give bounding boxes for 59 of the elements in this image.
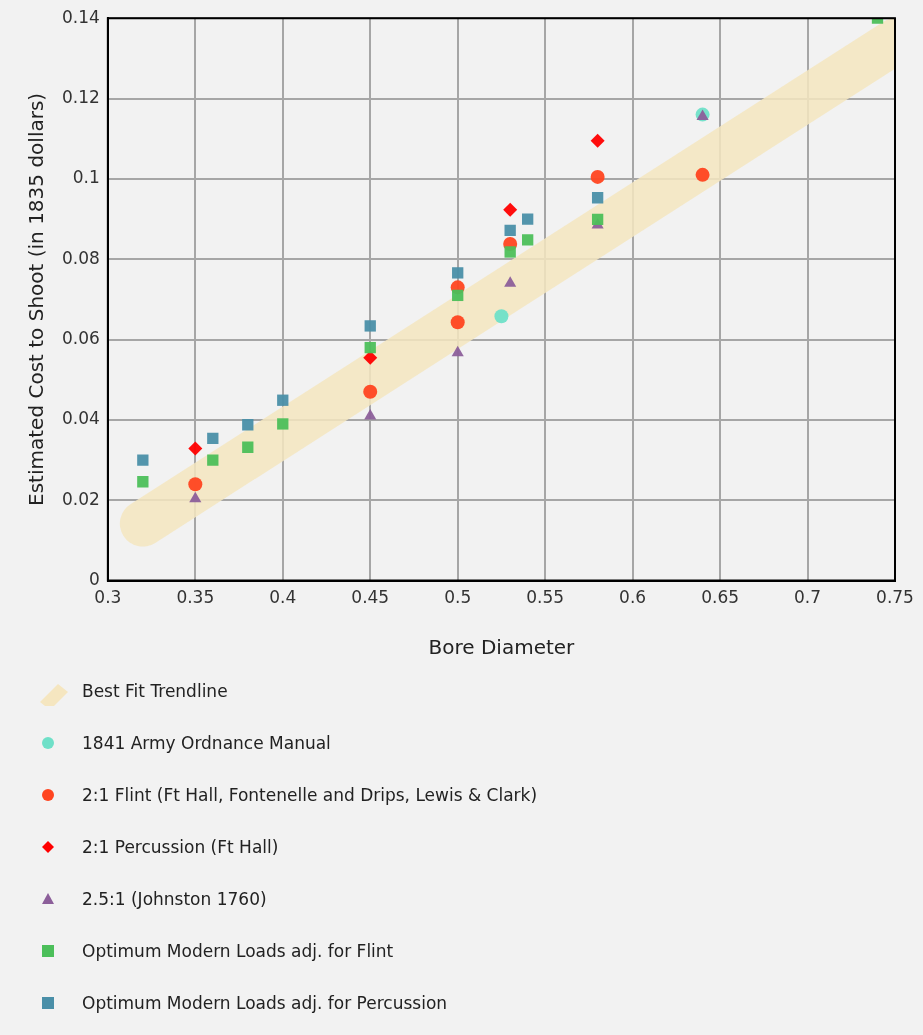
point bbox=[494, 309, 509, 324]
legend-label: Optimum Modern Loads adj. for Flint bbox=[82, 941, 394, 961]
x-tick-label: 0.35 bbox=[176, 587, 215, 608]
y-tick-label: 0.14 bbox=[61, 6, 100, 27]
x-axis-title: Bore Diameter bbox=[428, 635, 576, 660]
point bbox=[137, 454, 149, 466]
point bbox=[364, 320, 376, 332]
point bbox=[242, 441, 254, 453]
point bbox=[364, 408, 377, 420]
point bbox=[590, 133, 605, 148]
y-tick-label: 0.02 bbox=[61, 488, 100, 509]
point bbox=[591, 192, 604, 204]
point bbox=[277, 418, 289, 430]
legend-label: 1841 Army Ordnance Manual bbox=[82, 733, 331, 753]
y-tick-label: 0.12 bbox=[61, 86, 100, 107]
x-tick-label: 0.4 bbox=[269, 587, 297, 608]
point bbox=[188, 441, 203, 456]
point bbox=[503, 202, 518, 217]
x-tick-label: 0.6 bbox=[619, 587, 647, 608]
y-tick-label: 0 bbox=[89, 569, 100, 590]
point bbox=[207, 454, 219, 466]
point bbox=[188, 477, 203, 492]
y-tick-label: 0.06 bbox=[61, 327, 100, 348]
point bbox=[189, 491, 202, 503]
x-tick-label: 0.7 bbox=[794, 587, 822, 608]
point bbox=[452, 289, 464, 302]
legend-label: 2:1 Percussion (Ft Hall) bbox=[82, 837, 279, 857]
x-tick-label: 0.45 bbox=[351, 587, 390, 608]
point bbox=[137, 476, 149, 488]
x-tick-label: 0.75 bbox=[876, 587, 914, 608]
point bbox=[207, 432, 219, 445]
point bbox=[695, 167, 710, 182]
legend-label: Best Fit Trendline bbox=[82, 681, 228, 701]
y-tick-label: 0.1 bbox=[72, 167, 100, 188]
legend-label: 2:1 Flint (Ft Hall, Fontenelle and Drips, Lewis & Clark) bbox=[82, 785, 538, 805]
y-axis-title: Estimated Cost to Shoot (in 1835 dollars) bbox=[24, 92, 49, 506]
point bbox=[522, 234, 534, 246]
point bbox=[277, 394, 289, 406]
legend-label: Optimum Modern Loads adj. for Percussion bbox=[82, 993, 448, 1013]
y-tick-label: 0.04 bbox=[61, 408, 100, 429]
point bbox=[364, 341, 376, 354]
point bbox=[452, 267, 464, 279]
point bbox=[451, 345, 464, 357]
point bbox=[450, 315, 465, 330]
point bbox=[591, 213, 604, 226]
x-tick-label: 0.65 bbox=[701, 587, 740, 608]
x-tick-label: 0.55 bbox=[526, 587, 565, 608]
x-tick-label: 0.3 bbox=[94, 587, 122, 608]
point bbox=[522, 213, 534, 225]
point bbox=[504, 224, 516, 236]
point bbox=[504, 246, 516, 258]
legend-label: 2.5:1 (Johnston 1760) bbox=[82, 889, 267, 909]
point bbox=[363, 384, 378, 399]
x-tick-label: 0.5 bbox=[444, 587, 472, 608]
point bbox=[504, 276, 517, 287]
point bbox=[363, 350, 378, 365]
y-tick-label: 0.08 bbox=[61, 247, 100, 268]
point bbox=[242, 419, 254, 431]
point bbox=[590, 169, 605, 184]
